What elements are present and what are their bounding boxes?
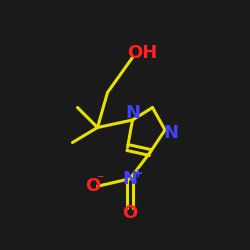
Text: +: + (132, 167, 143, 180)
Text: N: N (125, 104, 140, 122)
Text: O: O (122, 204, 138, 222)
Text: O: O (86, 177, 100, 195)
Text: N: N (164, 124, 179, 142)
Text: OH: OH (128, 44, 158, 62)
Text: N: N (122, 170, 138, 188)
Text: ⁻: ⁻ (96, 172, 104, 186)
